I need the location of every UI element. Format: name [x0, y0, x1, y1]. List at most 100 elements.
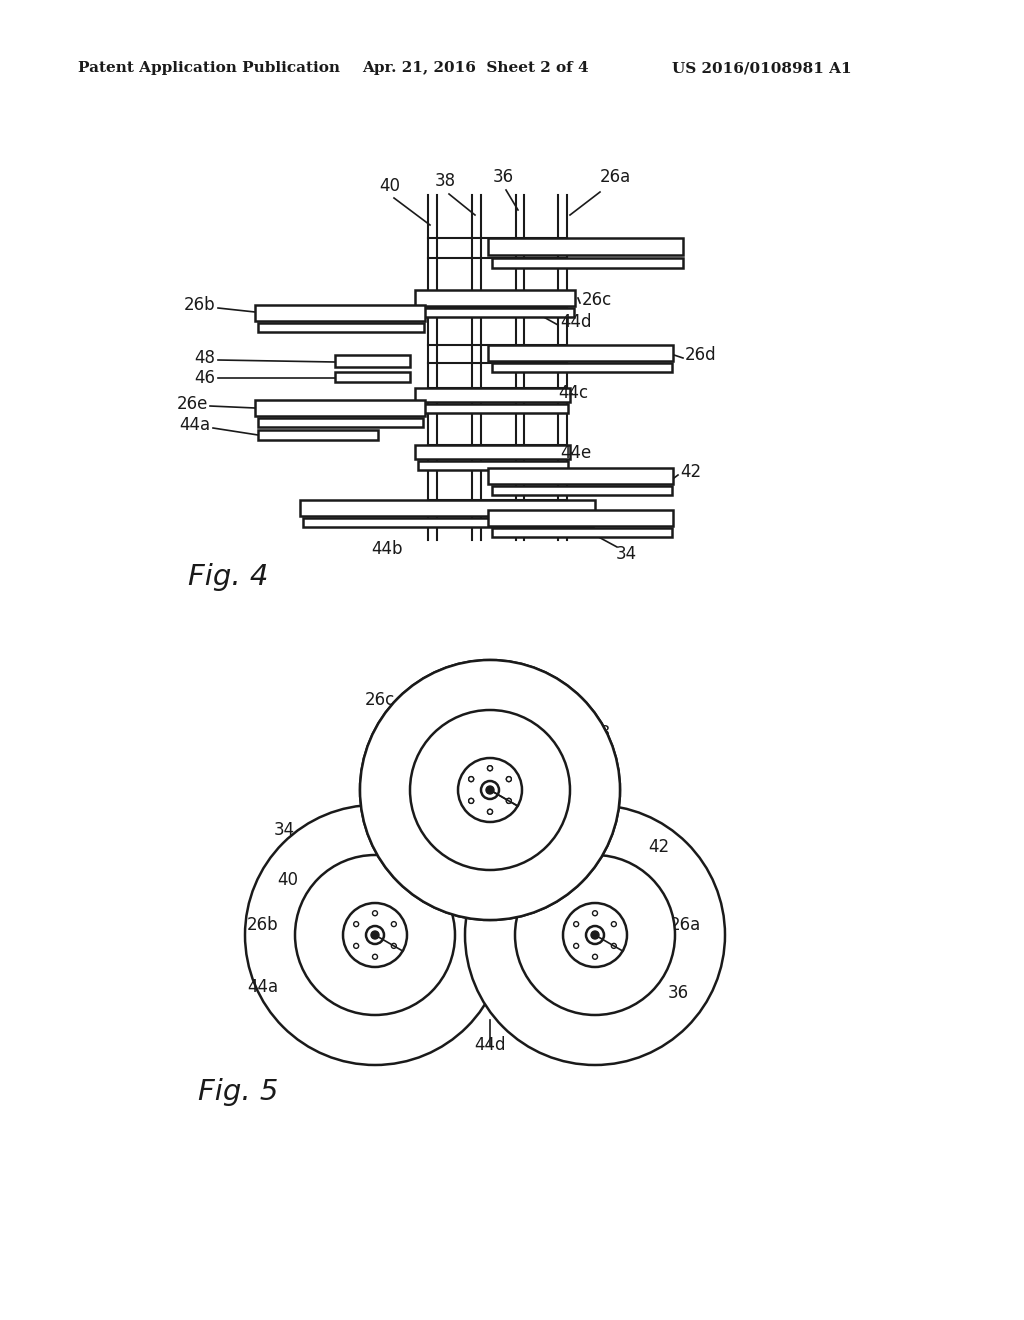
Circle shape [469, 799, 474, 804]
Circle shape [360, 660, 620, 920]
Bar [492, 363, 672, 372]
Circle shape [410, 710, 570, 870]
Bar [335, 355, 410, 367]
Circle shape [487, 766, 493, 771]
Bar [303, 517, 593, 527]
Bar [492, 528, 672, 537]
Bar [488, 510, 673, 525]
Text: 26d: 26d [685, 346, 717, 364]
Circle shape [373, 911, 378, 916]
Text: 42: 42 [680, 463, 701, 480]
Circle shape [563, 903, 627, 968]
Circle shape [593, 954, 597, 960]
Text: Fig. 5: Fig. 5 [198, 1078, 279, 1106]
Circle shape [360, 660, 620, 920]
Bar [418, 404, 568, 413]
Text: Apr. 21, 2016  Sheet 2 of 4: Apr. 21, 2016 Sheet 2 of 4 [362, 61, 589, 75]
Circle shape [487, 809, 493, 814]
Text: 26c: 26c [365, 690, 395, 709]
Text: 26e: 26e [176, 395, 208, 413]
Text: 44a: 44a [247, 978, 278, 997]
Circle shape [506, 799, 511, 804]
Bar [258, 418, 423, 426]
Bar [300, 500, 595, 516]
Bar [418, 308, 574, 317]
Circle shape [360, 660, 620, 920]
Text: 26a: 26a [670, 916, 701, 935]
Text: Patent Application Publication: Patent Application Publication [78, 61, 340, 75]
Circle shape [469, 799, 474, 804]
Circle shape [486, 785, 494, 795]
Text: 42: 42 [648, 838, 669, 855]
Text: 48: 48 [194, 348, 215, 367]
Circle shape [487, 766, 493, 771]
Text: 36: 36 [668, 983, 689, 1002]
Bar [488, 469, 673, 484]
Circle shape [343, 903, 407, 968]
Circle shape [410, 710, 570, 870]
Bar [488, 238, 683, 255]
Circle shape [391, 921, 396, 927]
Bar [258, 430, 378, 440]
Circle shape [506, 799, 511, 804]
Bar [415, 290, 575, 306]
Circle shape [506, 776, 511, 781]
Bar [492, 486, 672, 495]
Circle shape [573, 944, 579, 948]
Text: 44b: 44b [372, 540, 402, 558]
Text: 26b: 26b [183, 296, 215, 314]
Text: 44e: 44e [560, 444, 591, 462]
Text: 36: 36 [493, 168, 514, 186]
Text: 44d: 44d [474, 1036, 506, 1053]
Circle shape [515, 855, 675, 1015]
Circle shape [573, 921, 579, 927]
Bar [335, 372, 410, 381]
Bar [255, 400, 425, 416]
Circle shape [373, 954, 378, 960]
Text: 26c: 26c [582, 290, 612, 309]
Circle shape [487, 809, 493, 814]
Circle shape [245, 805, 505, 1065]
Circle shape [611, 944, 616, 948]
Text: 38: 38 [434, 172, 456, 190]
Circle shape [469, 776, 474, 781]
Circle shape [506, 776, 511, 781]
Bar [415, 445, 570, 459]
Text: 44d: 44d [560, 313, 592, 331]
Text: 26b: 26b [247, 916, 278, 935]
Text: 40: 40 [278, 871, 298, 888]
Bar [418, 461, 568, 470]
Circle shape [611, 921, 616, 927]
Bar [488, 345, 673, 360]
Text: Fig. 4: Fig. 4 [188, 564, 268, 591]
Circle shape [458, 758, 522, 822]
Circle shape [465, 805, 725, 1065]
Circle shape [391, 944, 396, 948]
Circle shape [371, 931, 379, 939]
Circle shape [481, 781, 499, 799]
Text: 44a: 44a [179, 416, 210, 434]
Text: 40: 40 [380, 177, 400, 195]
Text: 46: 46 [194, 370, 215, 387]
Bar [492, 257, 683, 268]
Circle shape [366, 927, 384, 944]
Text: 34: 34 [616, 545, 637, 564]
Text: 44c: 44c [558, 384, 588, 403]
Text: 34: 34 [273, 821, 295, 840]
Circle shape [353, 921, 358, 927]
Text: 44c: 44c [498, 686, 528, 704]
Text: US 2016/0108981 A1: US 2016/0108981 A1 [672, 61, 852, 75]
Circle shape [458, 758, 522, 822]
Circle shape [593, 911, 597, 916]
Circle shape [353, 944, 358, 948]
Circle shape [481, 781, 499, 799]
Text: 26a: 26a [600, 168, 631, 186]
Circle shape [469, 776, 474, 781]
Bar [415, 388, 570, 403]
Text: 38: 38 [590, 723, 611, 742]
Circle shape [486, 785, 494, 795]
Circle shape [586, 927, 604, 944]
Circle shape [295, 855, 455, 1015]
Bar [258, 323, 424, 333]
Bar [255, 305, 425, 321]
